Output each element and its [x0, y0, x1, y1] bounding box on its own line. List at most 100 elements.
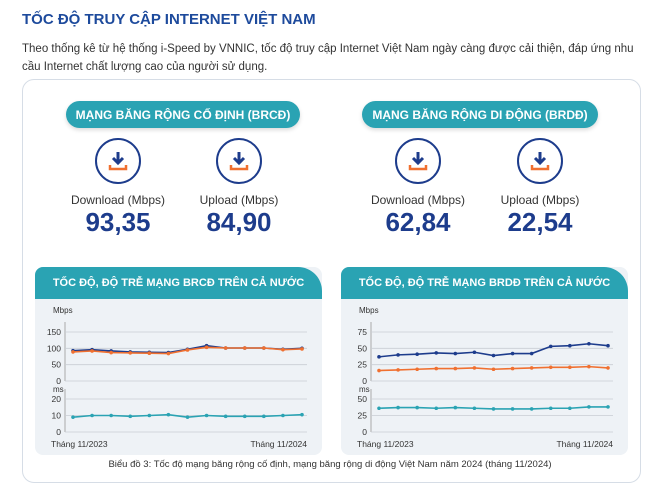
- tick-label: 0: [56, 427, 61, 437]
- tick-label: 25: [358, 360, 368, 370]
- data-point: [71, 415, 75, 419]
- tick-label: 0: [362, 376, 367, 386]
- data-point: [377, 355, 381, 359]
- data-point: [396, 405, 400, 410]
- tick-label: 50: [52, 360, 62, 370]
- data-point: [510, 366, 515, 371]
- data-point: [529, 407, 534, 411]
- x-start-label: Tháng 11/2023: [357, 439, 414, 449]
- intro-text: Theo thống kê từ hệ thống i-Speed by VNN…: [22, 43, 634, 73]
- tick-label: 10: [52, 411, 62, 421]
- data-point: [281, 413, 285, 418]
- data-point: [453, 405, 458, 410]
- data-point: [548, 365, 553, 370]
- data-point: [204, 413, 209, 418]
- tick-label: 0: [56, 376, 61, 386]
- data-point: [434, 351, 439, 355]
- axis-label: ms: [359, 385, 370, 394]
- data-point: [242, 414, 247, 419]
- tick-label: 50: [358, 394, 368, 404]
- data-point: [491, 353, 496, 358]
- fixed-broadband-label: MẠNG BĂNG RỘNG CỐ ĐỊNH (BRCĐ): [66, 101, 300, 128]
- data-point: [568, 343, 572, 348]
- metric-label: Upload (Mbps): [199, 193, 279, 207]
- data-point: [223, 414, 228, 419]
- data-point: [606, 343, 610, 348]
- data-point: [491, 367, 496, 372]
- download-icon: [517, 138, 563, 184]
- tick-label: 50: [358, 343, 368, 353]
- data-point: [396, 353, 400, 357]
- data-point: [377, 368, 381, 373]
- data-point: [453, 351, 458, 356]
- download-icon: [216, 138, 262, 184]
- data-point: [472, 406, 477, 411]
- data-point: [262, 414, 266, 419]
- data-point: [548, 344, 553, 349]
- tick-label: 25: [358, 411, 368, 421]
- data-point: [606, 366, 610, 370]
- mobile-broadband-label: MẠNG BĂNG RỘNG DI ĐỘNG (BRDĐ): [362, 101, 598, 128]
- data-point: [415, 367, 419, 372]
- data-point: [185, 415, 190, 419]
- data-point: [510, 407, 515, 411]
- metric-value: 84,90: [206, 207, 272, 237]
- data-point: [548, 406, 553, 411]
- data-point: [453, 366, 458, 371]
- data-point: [606, 405, 610, 409]
- data-point: [109, 350, 113, 355]
- mobile-chart-card: TỐC ĐỘ, ĐỘ TRỄ MẠNG BRDĐ TRÊN CẢ NƯỚC Mb…: [341, 267, 628, 455]
- data-point: [128, 351, 133, 355]
- data-point: [529, 351, 534, 356]
- tick-label: 20: [52, 394, 62, 404]
- data-point: [262, 346, 266, 350]
- data-point: [281, 347, 285, 352]
- tick-label: 0: [362, 427, 367, 437]
- chart-title: TỐC ĐỘ, ĐỘ TRỄ MẠNG BRCĐ TRÊN CẢ NƯỚC: [35, 267, 322, 299]
- axis-label: Mbps: [359, 306, 379, 315]
- data-point: [415, 352, 419, 357]
- data-point: [90, 349, 94, 353]
- data-point: [434, 366, 439, 371]
- data-point: [166, 412, 171, 417]
- data-point: [128, 414, 133, 419]
- page-title: TỐC ĐỘ TRUY CẬP INTERNET VIỆT NAM: [22, 11, 316, 28]
- data-point: [300, 412, 304, 417]
- data-point: [529, 366, 534, 370]
- data-point: [109, 413, 113, 418]
- chart-title: TỐC ĐỘ, ĐỘ TRỄ MẠNG BRDĐ TRÊN CẢ NƯỚC: [341, 267, 628, 299]
- fixed-download-metric: Download (Mbps) 93,35: [63, 138, 173, 237]
- metric-value: 22,54: [507, 207, 573, 237]
- data-point: [242, 346, 247, 350]
- data-point: [71, 350, 75, 354]
- data-point: [166, 351, 171, 356]
- data-point: [223, 346, 228, 350]
- data-point: [491, 407, 496, 411]
- data-point: [147, 413, 152, 418]
- data-point: [587, 405, 591, 409]
- tick-label: 100: [47, 343, 61, 353]
- tick-label: 150: [47, 327, 61, 337]
- x-end-label: Tháng 11/2024: [250, 439, 307, 449]
- x-end-label: Tháng 11/2024: [556, 439, 613, 449]
- data-point: [587, 364, 591, 369]
- metric-value: 93,35: [85, 207, 151, 237]
- data-point: [90, 413, 94, 418]
- data-point: [568, 406, 572, 411]
- metric-label: Upload (Mbps): [500, 193, 580, 207]
- data-point: [147, 351, 152, 356]
- fixed-upload-metric: Upload (Mbps) 84,90: [184, 138, 294, 237]
- tick-label: 75: [358, 327, 368, 337]
- data-point: [510, 351, 515, 356]
- x-start-label: Tháng 11/2023: [51, 439, 108, 449]
- data-point: [587, 341, 591, 346]
- data-point: [377, 406, 381, 411]
- metric-label: Download (Mbps): [70, 193, 166, 207]
- data-point: [300, 347, 304, 351]
- axis-label: Mbps: [53, 306, 73, 315]
- data-point: [204, 345, 209, 350]
- data-point: [472, 350, 477, 355]
- mobile-download-metric: Download (Mbps) 62,84: [363, 138, 473, 237]
